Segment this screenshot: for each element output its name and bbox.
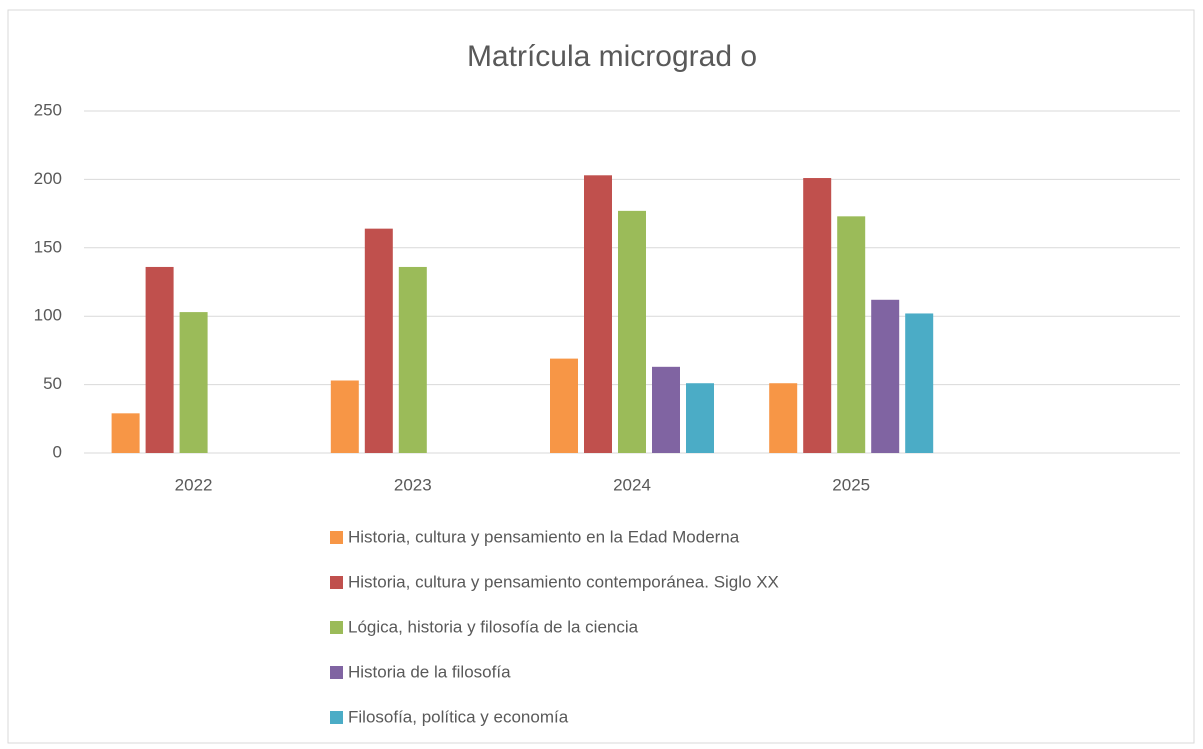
legend-label: Filosofía, política y economía: [348, 707, 569, 726]
legend-swatch: [330, 576, 343, 589]
bar: [364, 228, 393, 453]
legend-swatch: [330, 666, 343, 679]
legend-label: Historia, cultura y pensamiento contempo…: [348, 572, 779, 591]
y-tick-label: 200: [34, 169, 62, 188]
bar: [179, 312, 208, 453]
y-tick-label: 0: [53, 442, 62, 461]
legend-swatch: [330, 621, 343, 634]
bar: [837, 216, 866, 453]
y-tick-label: 250: [34, 100, 62, 119]
bar: [618, 210, 646, 453]
x-tick-label: 2024: [613, 475, 651, 494]
y-tick-label: 50: [43, 374, 62, 393]
x-tick-label: 2022: [175, 475, 213, 494]
legend-swatch: [330, 711, 343, 724]
bar: [686, 383, 714, 453]
legend-label: Historia de la filosofía: [348, 662, 511, 681]
x-tick-label: 2023: [394, 475, 432, 494]
x-tick-label: 2025: [832, 475, 870, 494]
y-tick-label: 100: [34, 306, 62, 325]
bar: [111, 413, 140, 453]
bar: [550, 358, 578, 453]
legend-label: Lógica, historia y filosofía de la cienc…: [348, 617, 639, 636]
bar: [769, 383, 798, 453]
bar: [652, 366, 680, 453]
legend-swatch: [330, 531, 343, 544]
bar: [145, 266, 174, 453]
bar: [330, 380, 359, 453]
chart-title: Matrícula micrograd o: [467, 40, 757, 73]
bar: [584, 175, 612, 453]
bar: [398, 266, 427, 453]
bar: [905, 313, 934, 453]
bar: [871, 299, 900, 453]
y-tick-label: 150: [34, 237, 62, 256]
bar: [803, 178, 832, 454]
legend-label: Historia, cultura y pensamiento en la Ed…: [348, 527, 740, 546]
